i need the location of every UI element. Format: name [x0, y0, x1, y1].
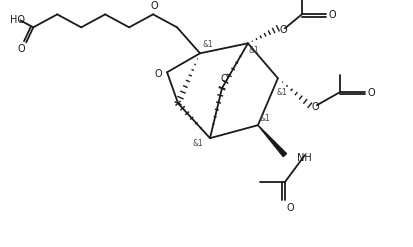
- Text: O: O: [279, 25, 287, 35]
- Text: O: O: [368, 88, 375, 98]
- Text: O: O: [154, 69, 162, 79]
- Polygon shape: [258, 125, 287, 157]
- Text: O: O: [220, 74, 228, 84]
- Text: &1: &1: [259, 114, 270, 123]
- Text: O: O: [150, 1, 158, 11]
- Text: &1: &1: [249, 46, 259, 55]
- Text: O: O: [329, 10, 337, 20]
- Text: &1: &1: [192, 139, 203, 148]
- Text: O: O: [311, 102, 319, 112]
- Text: O: O: [286, 203, 294, 213]
- Text: HO: HO: [10, 15, 25, 25]
- Text: &1: &1: [277, 88, 287, 97]
- Text: NH: NH: [297, 153, 312, 163]
- Text: &1: &1: [203, 40, 214, 49]
- Text: O: O: [17, 44, 25, 54]
